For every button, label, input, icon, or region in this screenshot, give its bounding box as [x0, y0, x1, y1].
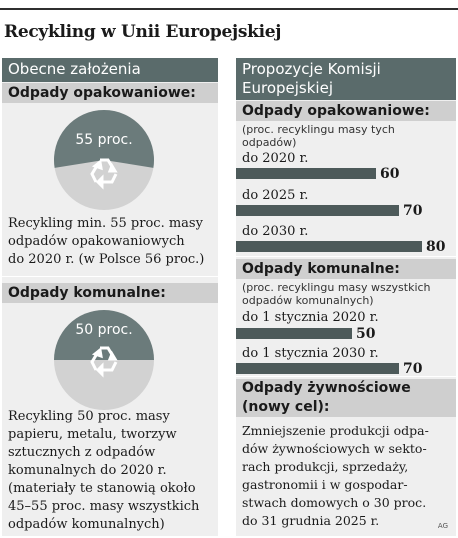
bar-municipal-2020: [236, 328, 352, 339]
municipal-waste-heading: Odpady komunalne:: [2, 283, 218, 303]
text-line: stwach domowych o 30 proc.: [242, 495, 427, 510]
row-label: do 1 stycznia 2020 r.: [242, 310, 379, 325]
recycle-icon: [90, 158, 118, 190]
recycle-icon: [90, 346, 118, 378]
text-line: do 2020 r. (w Polsce 56 proc.): [8, 252, 205, 267]
author-credit: AG: [437, 522, 448, 530]
pie-slice: [54, 310, 154, 360]
commission-proposals-panel: Propozycje Komisji Europejskiej Odpady o…: [236, 58, 456, 536]
bar-value: 80: [426, 239, 446, 255]
text-line: rach produkcji, sprzedaży,: [242, 459, 409, 474]
pie-slice: [54, 110, 154, 168]
note-line: (proc. recyklingu masy wszystkich: [242, 281, 431, 294]
row-label: do 1 stycznia 2030 r.: [242, 346, 379, 361]
text-line: dów żywnościowych w sekto-: [242, 441, 427, 456]
text-line: (materiały te stanowią około: [8, 481, 196, 496]
bar-municipal-2030: [236, 363, 399, 374]
row-label: do 2030 r.: [242, 224, 309, 239]
current-assumptions-panel: Obecne założenia Odpady opakowaniowe: 55…: [2, 58, 218, 536]
row-label: do 2020 r.: [242, 151, 309, 166]
bar-2025: [236, 205, 399, 216]
note-line: odpadów): [242, 136, 297, 149]
text-line: komunalnych do 2020 r.: [8, 463, 167, 478]
top-rule: [0, 8, 458, 10]
municipal-note: (proc. recyklingu masy wszystkich odpadó…: [242, 281, 431, 307]
pie-label: 50 proc.: [75, 322, 132, 338]
pie-label: 55 proc.: [75, 132, 132, 148]
proposal-municipal-heading: Odpady komunalne:: [236, 259, 456, 279]
packaging-pie: 55 proc.: [54, 110, 154, 210]
commission-proposals-heading: Propozycje Komisji Europejskiej: [236, 58, 456, 100]
separator: [236, 256, 456, 257]
current-assumptions-heading: Obecne założenia: [2, 58, 218, 82]
proposal-packaging-heading: Odpady opakowaniowe:: [236, 101, 456, 121]
bar-value: 70: [403, 361, 423, 377]
heading-line: (nowy cel):: [242, 399, 330, 415]
municipal-description: Recykling 50 proc. masy papieru, metalu,…: [8, 408, 199, 534]
text-line: 45–55 proc. masy wszystkich: [8, 499, 200, 514]
municipal-pie-chart: 50 proc.: [54, 310, 154, 410]
proposal-food-heading: Odpady żywnościowe (nowy cel):: [236, 379, 456, 417]
packaging-description: Recykling min. 55 proc. masy odpadów opa…: [8, 215, 204, 269]
page-title: Recykling w Unii Europejskiej: [4, 22, 282, 42]
heading-line: Propozycje Komisji: [242, 60, 381, 78]
bar-2030: [236, 241, 422, 252]
heading-line: Odpady żywnościowe: [242, 380, 411, 396]
separator: [236, 376, 456, 377]
food-description: Zmniejszenie produkcji odpa- dów żywnośc…: [242, 422, 429, 530]
text-line: Zmniejszenie produkcji odpa-: [242, 423, 429, 438]
heading-line: Europejskiej: [242, 79, 333, 97]
packaging-note: (proc. recyklingu masy tych odpadów): [242, 123, 395, 149]
municipal-pie: 50 proc.: [54, 310, 154, 410]
packaging-waste-heading: Odpady opakowaniowe:: [2, 83, 218, 103]
note-line: odpadów komunalnych): [242, 294, 374, 307]
row-label: do 2025 r.: [242, 188, 309, 203]
bar-value: 60: [380, 166, 400, 182]
text-line: odpadów komunalnych): [8, 517, 165, 532]
separator: [2, 276, 218, 277]
text-line: do 31 grudnia 2025 r.: [242, 513, 380, 528]
text-line: sztucznych z odpadów: [8, 445, 156, 460]
text-line: Recykling min. 55 proc. masy: [8, 216, 203, 231]
text-line: odpadów opakowaniowych: [8, 234, 185, 249]
packaging-pie-chart: 55 proc.: [54, 110, 154, 210]
bar-value: 50: [356, 326, 376, 342]
text-line: Recykling 50 proc. masy: [8, 409, 170, 424]
bar-2020: [236, 168, 376, 179]
note-line: (proc. recyklingu masy tych: [242, 123, 395, 136]
text-line: papieru, metalu, tworzyw: [8, 427, 177, 442]
text-line: gastronomii i w gospodar-: [242, 477, 408, 492]
bar-value: 70: [403, 203, 423, 219]
